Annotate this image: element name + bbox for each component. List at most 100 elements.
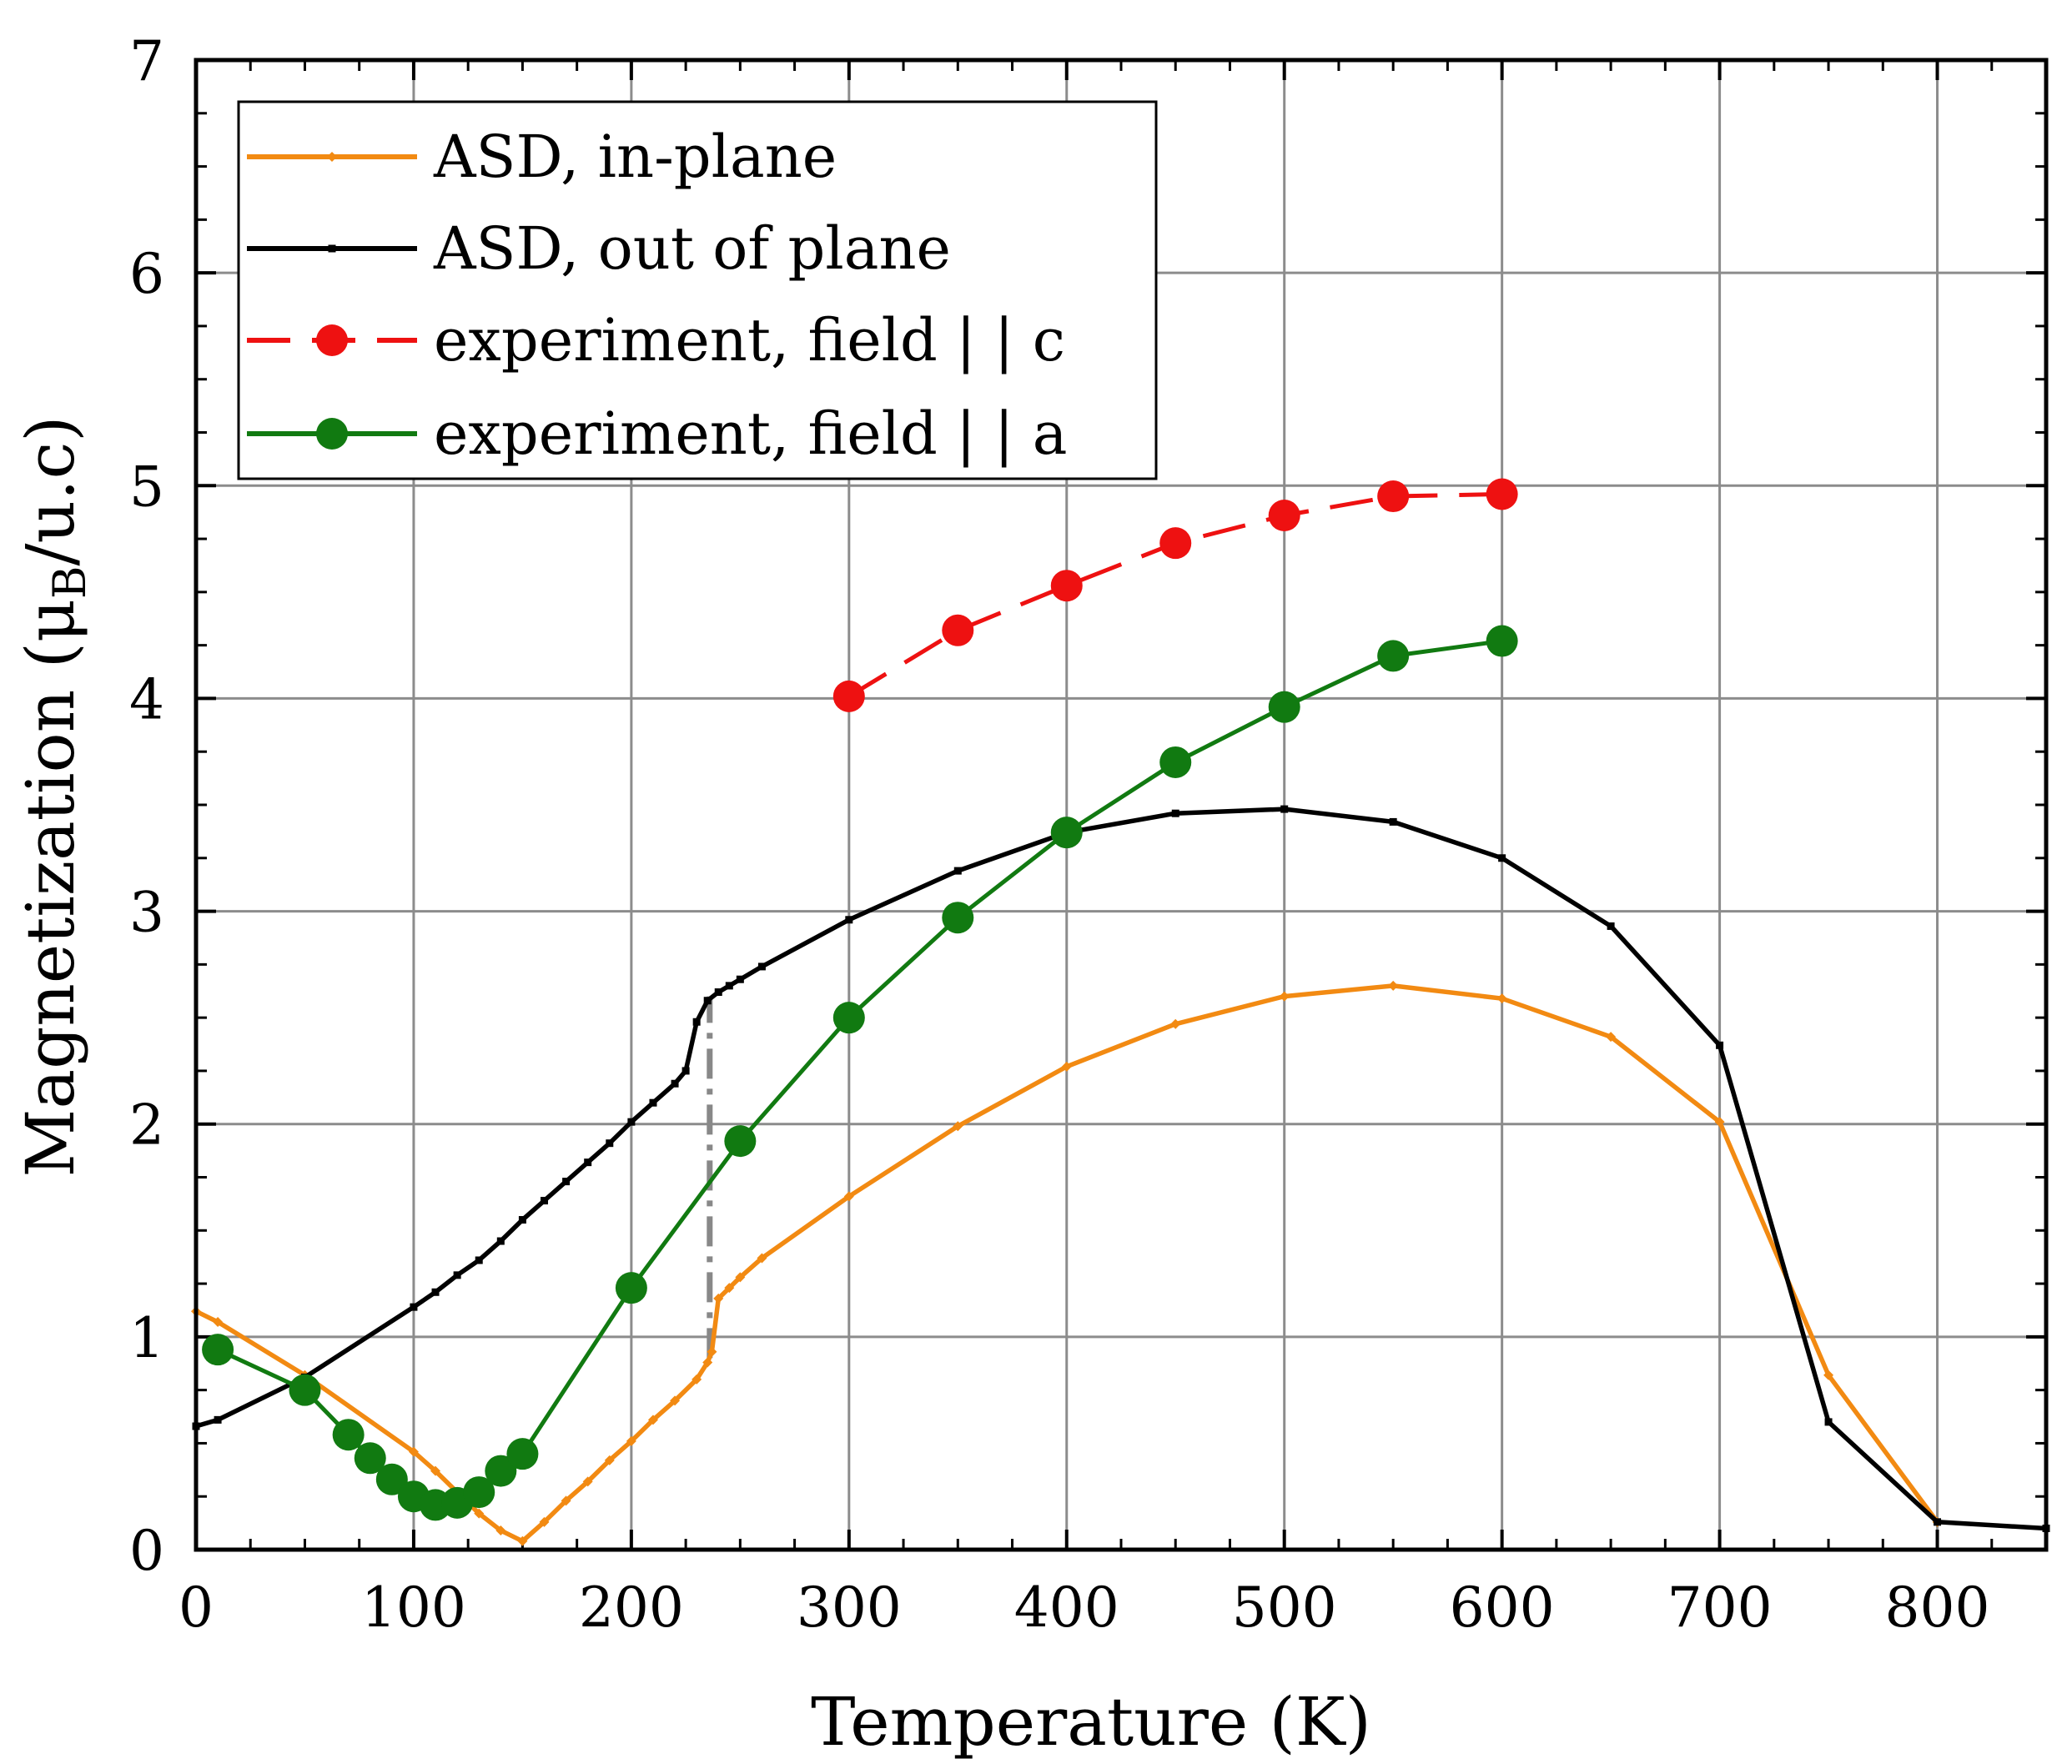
legend-item-experiment-field-a: experiment, field | | a <box>247 400 1067 468</box>
y-tick-label: 1 <box>129 1306 164 1370</box>
data-point-asd-in-plane <box>953 1121 963 1132</box>
data-point-asd-in-plane <box>1170 1018 1181 1029</box>
data-point-asd-in-plane <box>604 1455 615 1465</box>
data-point-asd-in-plane <box>1606 1032 1617 1043</box>
x-tick-label: 0 <box>179 1576 214 1640</box>
x-tick-label: 800 <box>1885 1576 1990 1640</box>
legend: ASD, in-plane ASD, out of plane experiment… <box>237 100 1158 480</box>
data-point-asd-in-plane <box>692 1374 702 1385</box>
data-point-experiment-field-a <box>202 1334 234 1366</box>
series-experiment-field-a <box>202 625 1518 1521</box>
data-point-asd-out-of-plane <box>1607 922 1615 930</box>
legend-marker-asd-in-plane <box>327 152 337 162</box>
data-point-experiment-field-a <box>832 1002 865 1034</box>
data-point-asd-in-plane <box>582 1476 593 1487</box>
data-point-asd-out-of-plane <box>671 1079 679 1088</box>
data-point-asd-in-plane <box>626 1435 636 1446</box>
y-tick-label: 5 <box>129 455 164 519</box>
data-point-asd-out-of-plane <box>1824 1418 1833 1426</box>
data-point-experiment-field-a <box>463 1476 495 1509</box>
plot-frame <box>194 58 2049 1552</box>
data-point-experiment-field-c <box>1486 478 1518 510</box>
x-tick-label: 300 <box>797 1576 902 1640</box>
data-point-asd-in-plane <box>408 1446 419 1457</box>
data-point-experiment-field-a <box>1050 817 1083 849</box>
x-tick-label: 500 <box>1232 1576 1337 1640</box>
y-axis-title: Magnetization (μB/u.c) <box>12 416 96 1178</box>
data-point-asd-in-plane <box>561 1495 571 1506</box>
series-experiment-field-c <box>832 478 1518 712</box>
legend-label-experiment-field-a: experiment, field | | a <box>434 400 1067 468</box>
data-point-asd-out-of-plane <box>953 867 962 875</box>
data-point-asd-in-plane <box>495 1525 506 1536</box>
data-point-asd-in-plane <box>1279 991 1290 1002</box>
data-point-experiment-field-a <box>506 1438 539 1470</box>
data-point-asd-out-of-plane <box>649 1098 657 1107</box>
legend-items: ASD, in-plane ASD, out of plane experiment… <box>247 123 1067 468</box>
data-point-asd-in-plane <box>713 1293 724 1304</box>
data-point-asd-in-plane <box>707 1346 717 1357</box>
data-point-experiment-field-c <box>832 680 865 712</box>
data-point-asd-in-plane <box>213 1316 224 1327</box>
tick-labels: 0 100 200 300 400 500 600 700 800 0 1 2 3 4 5 6 7 <box>129 29 1990 1640</box>
data-point-asd-in-plane <box>539 1516 550 1527</box>
data-point-asd-out-of-plane <box>703 997 712 1005</box>
y-axis-title-main: Magnetization (μ <box>12 599 89 1177</box>
data-point-asd-out-of-plane <box>1498 854 1506 862</box>
legend-marker-experiment-field-a <box>316 418 348 450</box>
data-point-asd-out-of-plane <box>681 1067 690 1075</box>
y-tick-label: 2 <box>129 1093 164 1158</box>
x-tick-label: 400 <box>1014 1576 1119 1640</box>
legend-marker-asd-out-of-plane <box>328 244 336 253</box>
x-tick-label: 700 <box>1667 1576 1773 1640</box>
data-point-experiment-field-c <box>1159 527 1192 560</box>
data-point-experiment-field-c <box>942 614 974 646</box>
legend-item-asd-out-of-plane: ASD, out of plane <box>247 214 951 283</box>
y-axis-title-subscript: B <box>43 565 96 599</box>
data-point-asd-out-of-plane <box>1171 809 1179 817</box>
data-point-asd-out-of-plane <box>431 1288 440 1296</box>
data-point-asd-out-of-plane <box>453 1271 461 1279</box>
data-point-experiment-field-a <box>332 1419 365 1451</box>
data-point-asd-out-of-plane <box>584 1158 592 1167</box>
data-point-experiment-field-a <box>1268 691 1300 723</box>
legend-box <box>237 100 1158 480</box>
y-tick-label: 4 <box>129 667 164 731</box>
data-point-asd-out-of-plane <box>496 1237 505 1245</box>
data-point-experiment-field-a <box>615 1272 647 1304</box>
data-point-experiment-field-a <box>1486 625 1518 657</box>
x-axis-title: Temperature (K) <box>811 1683 1371 1761</box>
data-point-experiment-field-a <box>289 1374 321 1406</box>
legend-label-asd-in-plane: ASD, in-plane <box>433 123 837 191</box>
data-point-experiment-field-c <box>1268 500 1300 532</box>
data-point-experiment-field-a <box>354 1442 386 1475</box>
y-tick-label: 3 <box>129 881 164 945</box>
data-point-asd-in-plane <box>757 1253 767 1264</box>
data-point-asd-out-of-plane <box>562 1178 571 1186</box>
data-point-asd-in-plane <box>430 1465 441 1476</box>
data-point-asd-in-plane <box>1714 1117 1725 1128</box>
data-point-asd-out-of-plane <box>541 1197 549 1205</box>
data-point-asd-out-of-plane <box>725 982 733 990</box>
data-point-asd-in-plane <box>724 1283 735 1294</box>
data-point-experiment-field-a <box>1377 640 1410 672</box>
data-point-experiment-field-a <box>375 1463 408 1495</box>
data-point-asd-in-plane <box>670 1395 681 1406</box>
data-point-asd-in-plane <box>474 1508 485 1519</box>
data-point-experiment-field-c <box>1050 570 1083 602</box>
x-tick-label: 200 <box>579 1576 684 1640</box>
data-point-asd-out-of-plane <box>214 1415 222 1424</box>
data-point-asd-out-of-plane <box>714 988 722 997</box>
y-axis-title-tail: /u.c) <box>12 416 89 566</box>
data-point-asd-in-plane <box>1061 1061 1072 1072</box>
data-point-asd-out-of-plane <box>1934 1518 1942 1526</box>
legend-item-asd-in-plane: ASD, in-plane <box>247 123 837 191</box>
data-point-asd-out-of-plane <box>692 1018 701 1026</box>
data-point-asd-out-of-plane <box>1280 805 1289 813</box>
y-tick-label: 6 <box>129 242 164 306</box>
y-tick-label: 0 <box>129 1519 164 1583</box>
data-point-asd-out-of-plane <box>606 1139 614 1148</box>
data-point-asd-out-of-plane <box>518 1216 526 1224</box>
data-point-asd-in-plane <box>1388 980 1399 991</box>
